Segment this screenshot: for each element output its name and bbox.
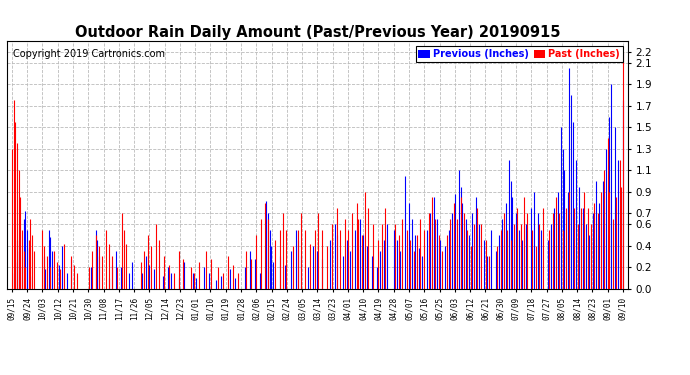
Title: Outdoor Rain Daily Amount (Past/Previous Year) 20190915: Outdoor Rain Daily Amount (Past/Previous… [75, 25, 560, 40]
Text: Copyright 2019 Cartronics.com: Copyright 2019 Cartronics.com [13, 49, 165, 58]
Legend: Previous (Inches), Past (Inches): Previous (Inches), Past (Inches) [415, 46, 623, 62]
